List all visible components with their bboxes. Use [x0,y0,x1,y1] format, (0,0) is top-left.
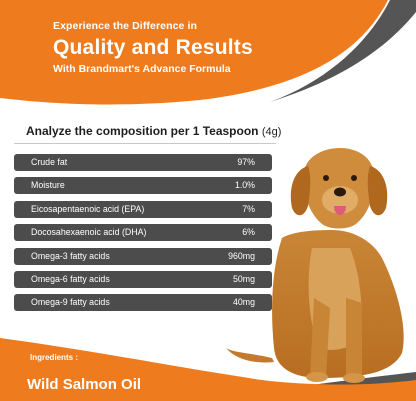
row-value: 1.0% [234,180,255,191]
row-label: Docosahexaenoic acid (DHA) [31,227,147,238]
row-label: Omega-3 fatty acids [31,250,110,261]
title-divider [14,143,276,144]
composition-row: Omega-9 fatty acids 40mg [14,294,272,312]
tagline: Experience the Difference in [53,20,198,32]
ingredients-label: Ingredients : [30,353,79,362]
headline: Quality and Results [53,36,253,59]
composition-title-text: Analyze the composition per 1 Teaspoon [26,124,259,138]
subline: With Brandmart's Advance Formula [53,63,231,75]
top-dark-swoosh [270,0,416,102]
product-name: Wild Salmon Oil [27,376,142,393]
composition-table: Crude fat 97% Moisture 1.0% Eicosapentae… [14,154,272,318]
composition-unit: (4g) [261,126,282,138]
row-value: 6% [242,227,255,238]
composition-title: Analyze the composition per 1 Teaspoon (… [26,124,281,138]
golden-retriever-image [226,148,404,383]
row-label: Omega-6 fatty acids [31,273,110,284]
row-value: 50mg [232,273,255,284]
composition-row: Moisture 1.0% [14,177,272,195]
row-label: Crude fat [31,157,68,167]
row-label: Omega-9 fatty acids [31,297,110,308]
row-value: 97% [237,157,255,167]
composition-row: Eicosapentaenoic acid (EPA) 7% [14,200,272,218]
row-value: 40mg [232,297,255,308]
header: Experience the Difference in Quality and… [53,20,253,75]
row-label: Eicosapentaenoic acid (EPA) [31,203,145,214]
composition-row: Omega-3 fatty acids 960mg [14,247,272,265]
bottom-orange-band [0,338,416,401]
composition-row: Docosahexaenoic acid (DHA) 6% [14,224,272,242]
row-label: Moisture [31,180,65,191]
row-value: 7% [242,203,255,214]
row-value: 960mg [228,250,255,261]
composition-row: Crude fat 97% [14,154,272,171]
composition-row: Omega-6 fatty acids 50mg [14,270,272,288]
top-orange-banner [0,0,388,105]
